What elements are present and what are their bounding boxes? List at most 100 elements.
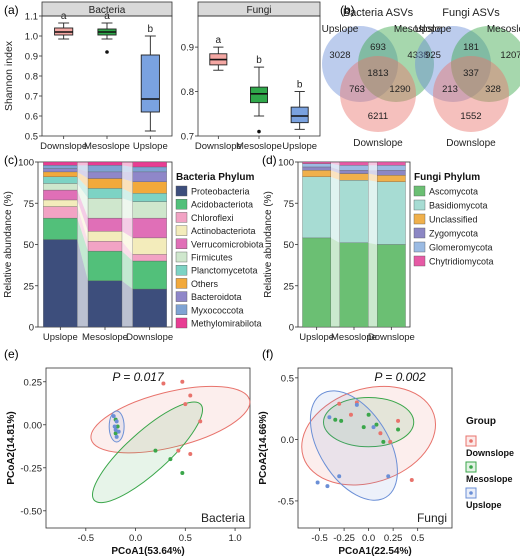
- x-tick-label: -0.5: [311, 533, 327, 544]
- bar-segment-verrucomicrobiota: [132, 217, 167, 239]
- x-tick-label: Downslope: [126, 332, 173, 343]
- y-tick-label: 100: [18, 158, 34, 169]
- legend-entry: Proteobacteria: [191, 187, 250, 197]
- point-mesoslope: [339, 418, 344, 423]
- venn-count-up-meso: 693: [370, 42, 386, 53]
- panel-label-f: (f): [262, 347, 273, 361]
- x-tick-label: -0.5: [78, 533, 94, 544]
- facet-strip-label: Bacteria: [89, 5, 126, 16]
- bar-segment-ascomycota: [376, 244, 406, 328]
- box-outlier: [105, 50, 109, 54]
- y-tick-label: 75: [283, 199, 294, 210]
- significance-letter: a: [61, 11, 67, 22]
- legend-entry: Bacteroidota: [191, 292, 242, 302]
- x-tick-label: Downslope: [40, 141, 87, 152]
- venn-count-up-meso: 181: [463, 42, 479, 53]
- y-tick-label: 0.5: [281, 373, 294, 384]
- confidence-ellipse-mesoslope: [323, 397, 415, 448]
- bar-segment-unclassified: [302, 170, 332, 177]
- y-axis-label: Shannon index: [3, 40, 15, 111]
- y-tick-label: 1.0: [25, 32, 38, 43]
- bar-segment-basidiomycota: [302, 176, 332, 239]
- bar-segment-ascomycota: [302, 237, 332, 328]
- panel-a-fungi-boxplot: Fungi 0.7 0.8 0.9 a Downslope b Mesoslope b Upslo…: [181, 1, 321, 152]
- y-tick-label: 1.1: [25, 12, 38, 23]
- flow-band: [121, 188, 133, 202]
- box-upslope: [290, 106, 309, 124]
- panel-b-fungi-venn: Fungi ASVs Upslope Mesoslope Downslope 925 18…: [415, 7, 520, 149]
- flow-band: [368, 170, 378, 176]
- bar-segment-planctomycetota: [43, 176, 78, 184]
- venn-count-meso-down: 328: [485, 84, 501, 95]
- y-tick-label: 0: [289, 323, 294, 334]
- bar-segment-myxococcota: [132, 166, 167, 173]
- y-tick-label: 0.6: [25, 112, 38, 123]
- venn-count-down-only: 6211: [368, 111, 388, 122]
- panel-label-d: (d): [262, 153, 277, 167]
- bar-segment-chloroflexi: [132, 254, 167, 262]
- point-upslope: [113, 427, 118, 432]
- panel-e-bacteria-pcoa: -0.5 0.0 0.5 1.0 -0.50 -0.25 0.00 0.25 PCoA1(53.…: [6, 367, 251, 557]
- point-downslope: [337, 401, 342, 406]
- panel-label-c: (c): [4, 153, 18, 167]
- y-tick-label: 0.8: [181, 87, 194, 98]
- bar-segment-zygomycota: [339, 170, 369, 174]
- point-mesoslope: [168, 457, 173, 462]
- bar-segment-glomeromycota: [376, 165, 406, 171]
- bar-segment-acidobacteriota: [87, 250, 123, 281]
- flow-band: [330, 176, 340, 243]
- bar-segment-proteobacteria: [43, 239, 78, 328]
- legend-title: Fungi Phylum: [414, 172, 480, 183]
- venn-set-label: Downslope: [353, 138, 403, 149]
- legend-entry: Downslope: [466, 448, 514, 458]
- flow-band: [330, 170, 340, 181]
- plot-frame: [45, 367, 251, 529]
- x-axis-label: PCoA1(53.64%): [111, 546, 184, 557]
- y-axis-label: Relative abundance (%): [3, 191, 14, 298]
- y-tick-label: 0.7: [181, 132, 194, 143]
- panel-label-a: (a): [4, 3, 19, 17]
- x-tick-label: Mesoslope: [84, 141, 130, 152]
- y-tick-label: 100: [278, 158, 294, 169]
- x-tick-label: 1.0: [228, 533, 241, 544]
- flow-band: [330, 162, 340, 166]
- panel-d-fungi-stacked-bar: 0 25 50 75 100 Relative abundance (%) UpslopeM…: [263, 158, 494, 344]
- flow-band: [368, 162, 378, 166]
- confidence-ellipse-downslope: [90, 385, 251, 454]
- y-tick-label: -0.50: [20, 506, 42, 517]
- panel-label-b: (b): [340, 3, 355, 17]
- legend-swatch: [413, 199, 426, 211]
- flow-band: [77, 162, 89, 166]
- venn-set-label: Mesoslope: [394, 24, 443, 35]
- confidence-ellipse-downslope: [301, 385, 437, 486]
- bar-segment-unclassified: [376, 175, 406, 182]
- y-tick-label: 0.00: [24, 420, 43, 431]
- box-outlier: [257, 129, 261, 134]
- bar-segment-methylomirabilota: [132, 161, 167, 168]
- flow-band: [121, 280, 133, 327]
- point-downslope: [161, 381, 166, 386]
- y-tick-label: 0.7: [25, 92, 38, 103]
- point-upslope: [114, 419, 119, 424]
- legend-entry: Verrucomicrobiota: [191, 239, 264, 249]
- flow-band: [121, 251, 133, 290]
- legend-swatch: [413, 227, 426, 239]
- point-downslope: [188, 393, 193, 398]
- venn-count-up-only: 925: [425, 50, 441, 61]
- bar-segment-proteobacteria: [87, 280, 123, 328]
- bar-segment-methylomirabilota: [43, 161, 78, 166]
- point-mesoslope: [361, 425, 366, 430]
- flow-band: [121, 178, 133, 194]
- legend-swatch: [413, 213, 426, 225]
- bar-segment-firmicutes: [43, 183, 78, 191]
- significance-letter: b: [297, 80, 303, 91]
- bar-segment-planctomycetota: [87, 188, 123, 199]
- legend-entry: Upslope: [466, 500, 502, 510]
- point-downslope: [198, 419, 203, 424]
- bar-segment-actinobacteriota: [87, 231, 123, 242]
- venn-count-up-down: 213: [442, 84, 458, 95]
- flow-band: [368, 165, 378, 171]
- y-tick-label: 0.0: [281, 435, 294, 446]
- y-tick-label: 75: [23, 199, 34, 210]
- legend-swatch: [175, 225, 188, 236]
